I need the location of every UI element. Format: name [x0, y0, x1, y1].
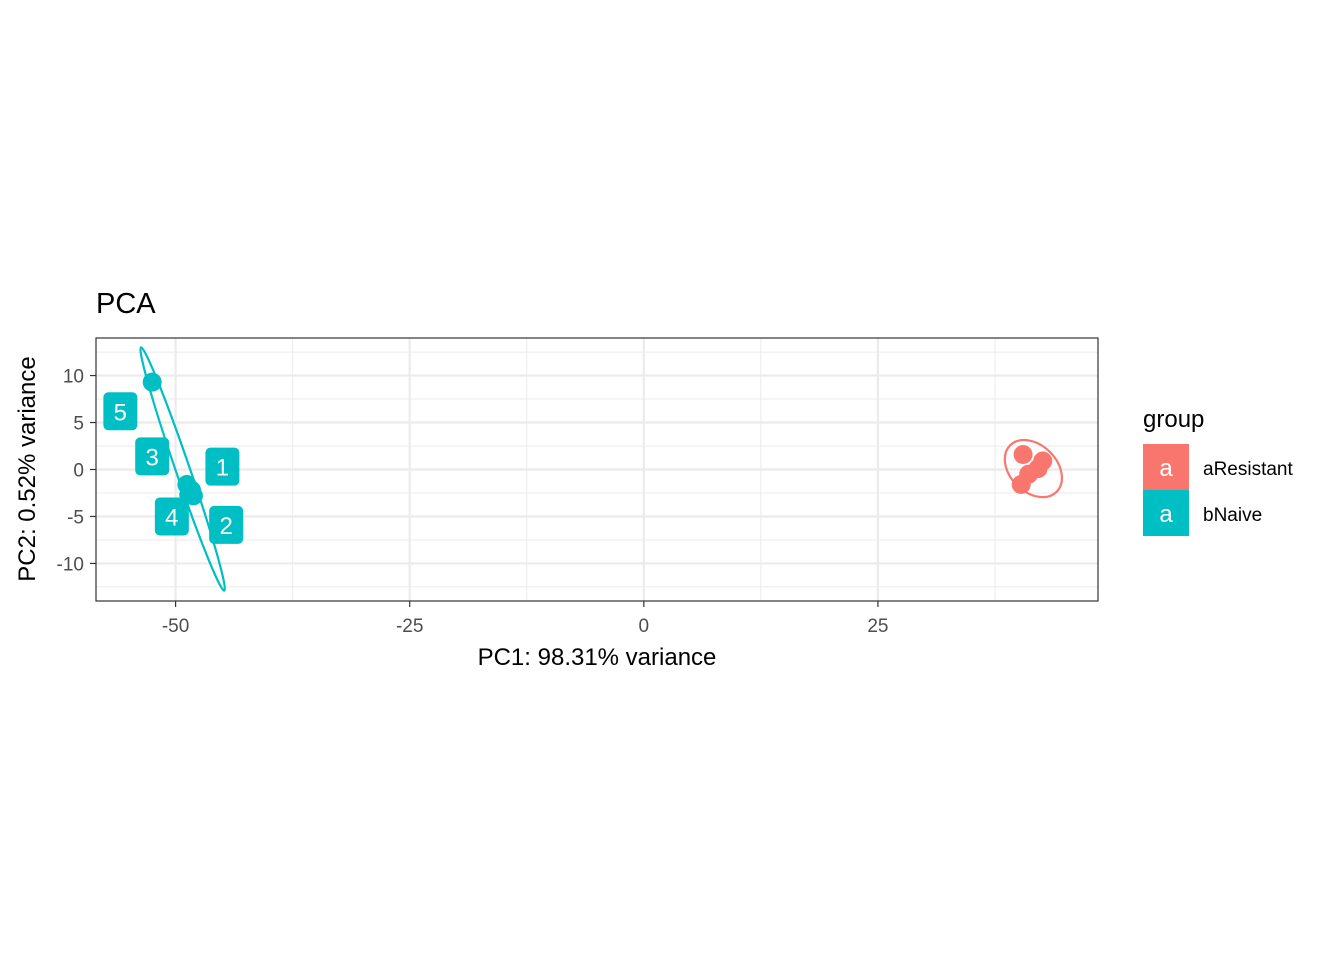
- legend-key-aResistant: [1143, 444, 1189, 490]
- legend: group a aResistant a bNaive: [1143, 406, 1293, 536]
- x-tick-label: 0: [639, 616, 650, 637]
- legend-key-glyph: a: [1159, 455, 1173, 482]
- point-label-box: [205, 447, 240, 486]
- x-tick-label: -50: [162, 616, 189, 637]
- point-label: 1: [216, 455, 229, 482]
- point-label-box: [135, 437, 170, 476]
- minor-gridlines: [96, 338, 1098, 601]
- y-tick-label: 0: [73, 461, 84, 482]
- point-labels: 1 2 3 4 5: [103, 392, 244, 544]
- x-tick-label: -25: [396, 616, 423, 637]
- legend-label-bNaive: bNaive: [1203, 505, 1262, 526]
- chart-title: PCA: [96, 288, 156, 320]
- y-tick-label: -10: [57, 554, 84, 575]
- point-label: 4: [165, 504, 178, 531]
- y-axis: -10 -5 0 5 10: [57, 367, 96, 575]
- point-aResistant: [1011, 475, 1031, 495]
- x-tick-label: 25: [867, 616, 888, 637]
- legend-label-aResistant: aResistant: [1203, 459, 1293, 480]
- point-label: 2: [219, 513, 232, 540]
- y-tick-label: -5: [67, 507, 84, 528]
- y-tick-label: 5: [73, 414, 84, 435]
- y-tick-label: 10: [63, 367, 84, 388]
- point-label-box: [154, 497, 189, 536]
- legend-key-glyph: a: [1159, 501, 1173, 528]
- ellipse-bNaive: [139, 346, 226, 592]
- major-gridlines: [96, 338, 1098, 601]
- point-label: 5: [114, 399, 127, 426]
- legend-key-bNaive: [1143, 490, 1189, 536]
- plot-panel: 1 2 3 4 5: [95, 337, 1099, 602]
- point-aResistant: [1013, 444, 1033, 464]
- point-label-box: [103, 392, 138, 431]
- x-axis-title: PC1: 98.31% variance: [478, 644, 717, 671]
- x-axis: -50 -25 0 25: [162, 601, 889, 637]
- point-label: 3: [146, 444, 159, 471]
- legend-title: group: [1143, 406, 1204, 433]
- y-axis-title: PC2: 0.52% variance: [14, 356, 41, 581]
- point-bNaive: [142, 372, 162, 392]
- point-label-box: [209, 505, 244, 544]
- data-points: [142, 372, 1053, 506]
